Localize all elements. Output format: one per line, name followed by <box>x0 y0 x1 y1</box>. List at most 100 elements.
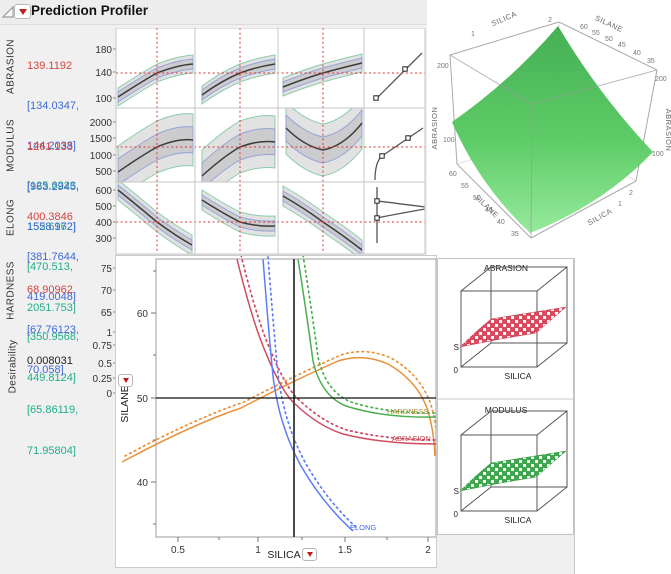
svg-text:2: 2 <box>425 545 431 556</box>
silica-axis-menu-button[interactable] <box>302 548 317 561</box>
surface-plot-3d[interactable]: SILICA 1 2 SILANE 60 55 50 45 40 35 ABRA… <box>427 0 671 258</box>
svg-text:1: 1 <box>106 328 112 339</box>
desirability-handles[interactable] <box>373 66 411 221</box>
modulus-mini-surface <box>459 450 567 492</box>
svg-text:2: 2 <box>548 17 552 24</box>
svg-text:1: 1 <box>471 31 475 38</box>
svg-text:500: 500 <box>95 167 112 178</box>
svg-text:60: 60 <box>580 24 588 31</box>
contour-xtick-labels: 0.5 1 1.5 2 <box>171 545 431 556</box>
row-label-modulus: MODULUS <box>5 119 17 172</box>
svg-text:1: 1 <box>618 201 622 208</box>
contour-tick-marks <box>151 270 429 542</box>
empty-canvas-area <box>574 258 671 574</box>
svg-text:0: 0 <box>106 389 112 400</box>
surface-left-abrasion-label: ABRASION <box>430 107 439 150</box>
abrasion-x-label: SILICA <box>505 371 532 381</box>
svg-text:40: 40 <box>633 50 641 57</box>
hardness-yticks: 75 70 65 <box>101 264 113 319</box>
svg-text:35: 35 <box>511 231 519 238</box>
surface-top-silica-label: SILICA <box>490 9 518 28</box>
svg-text:60: 60 <box>137 309 149 320</box>
modulus-cube[interactable] <box>460 410 568 512</box>
svg-text:2: 2 <box>629 190 633 197</box>
svg-text:55: 55 <box>461 183 469 190</box>
svg-text:400: 400 <box>95 218 112 229</box>
svg-text:100: 100 <box>95 94 112 105</box>
svg-text:100: 100 <box>443 137 455 144</box>
abrasion-profile-row <box>117 53 363 107</box>
svg-text:200: 200 <box>655 76 667 83</box>
desirability-value: 0.008031 <box>27 355 73 367</box>
svg-text:1500: 1500 <box>90 134 113 145</box>
contour-y-axis-label: SILANE <box>119 385 131 422</box>
svg-text:1.5: 1.5 <box>338 545 352 556</box>
desirability-yticks: 1 0.75 0.5 0.25 0 <box>93 328 113 400</box>
svg-text:45: 45 <box>485 207 493 214</box>
red-triangle-icon <box>122 378 129 383</box>
svg-text:0.25: 0.25 <box>93 374 113 385</box>
row-label-abrasion: ABRASION <box>5 39 17 94</box>
modulus-origin-label: 0 <box>454 510 459 519</box>
profiler-grid-borders <box>115 28 426 255</box>
red-triangle-icon <box>306 552 313 557</box>
abrasion-z-label: S <box>454 343 459 352</box>
svg-text:180: 180 <box>95 45 112 56</box>
disclosure-triangle-icon[interactable] <box>2 6 14 18</box>
contour-ytick-labels: 60 50 40 <box>137 309 149 489</box>
svg-text:40: 40 <box>497 219 505 226</box>
profiler-current-value-lines[interactable] <box>116 28 425 254</box>
svg-text:0.5: 0.5 <box>98 359 112 370</box>
svg-text:50: 50 <box>473 195 481 202</box>
svg-text:60: 60 <box>449 171 457 178</box>
profiler-title: Prediction Profiler <box>31 3 149 18</box>
panel-title-abrasion: ABRASION <box>484 263 528 273</box>
modulus-values: 1261.133 [963.2945, 1558.972] [470.513, … <box>27 140 79 314</box>
curve-label-hardness: HARDNESS <box>387 407 429 416</box>
svg-text:2000: 2000 <box>90 118 113 129</box>
svg-text:70: 70 <box>101 286 113 297</box>
svg-text:40: 40 <box>137 478 149 489</box>
svg-text:45: 45 <box>618 42 626 49</box>
red-triangle-menu-button[interactable] <box>14 4 31 19</box>
curve-label-abrasion: ABRASION <box>392 434 431 443</box>
svg-text:55: 55 <box>592 30 600 37</box>
modulus-z-label: S <box>454 487 459 496</box>
profiler-header: Prediction Profiler <box>0 0 437 25</box>
svg-text:1: 1 <box>255 545 261 556</box>
svg-text:140: 140 <box>95 68 112 79</box>
surface-bottom-silane-ticks: 60 55 50 45 40 35 <box>449 171 519 238</box>
svg-text:50: 50 <box>137 394 149 405</box>
response-surface <box>452 26 653 233</box>
profiler-grid: 180 140 100 2000 1500 1000 500 600 500 4… <box>90 28 426 400</box>
row-label-hardness: HARDNESS <box>5 261 17 320</box>
svg-text:0.75: 0.75 <box>93 341 113 352</box>
silane-axis-menu-button[interactable] <box>118 374 133 387</box>
svg-text:35: 35 <box>647 58 655 65</box>
mini-surface-panels: ABRASION S 0 SILICA MODULUS S 0 <box>437 258 574 535</box>
contour-profiler-window: HARDNESS ABRASION ELONG 60 50 40 0.5 1 1… <box>115 255 437 568</box>
curve-label-elong: ELONG <box>350 523 376 532</box>
svg-text:600: 600 <box>95 186 112 197</box>
red-triangle-icon <box>18 8 27 15</box>
modulus-yticks: 2000 1500 1000 500 <box>90 118 113 178</box>
surface-bottom-silica-label: SILICA <box>586 206 614 227</box>
svg-text:1000: 1000 <box>90 151 113 162</box>
elong-yticks: 600 500 400 300 <box>95 186 112 245</box>
modulus-x-label: SILICA <box>505 515 532 525</box>
surface-box-front-edges <box>449 54 658 239</box>
surface-plot-window: SILICA 1 2 SILANE 60 55 50 45 40 35 ABRA… <box>427 0 671 258</box>
row-label-desirability: Desirability <box>7 339 19 394</box>
abrasion-values: 139.1192 [134.0347, 144.2038] [125.6223,… <box>27 59 79 233</box>
contour-plot: HARDNESS ABRASION ELONG 60 50 40 0.5 1 1… <box>119 256 436 561</box>
hardness-values: 68.90962 [67.76123, 70.058] [65.86119, 7… <box>27 283 79 457</box>
panel-title-modulus: MODULUS <box>485 405 528 415</box>
svg-text:75: 75 <box>101 264 113 275</box>
surface-top-silane-ticks: 60 55 50 45 40 35 <box>580 24 655 65</box>
row-label-elong: ELONG <box>5 199 17 237</box>
svg-text:100: 100 <box>652 151 664 158</box>
abrasion-yticks: 180 140 100 <box>95 45 112 105</box>
svg-text:500: 500 <box>95 202 112 213</box>
abrasion-origin-label: 0 <box>454 366 459 375</box>
